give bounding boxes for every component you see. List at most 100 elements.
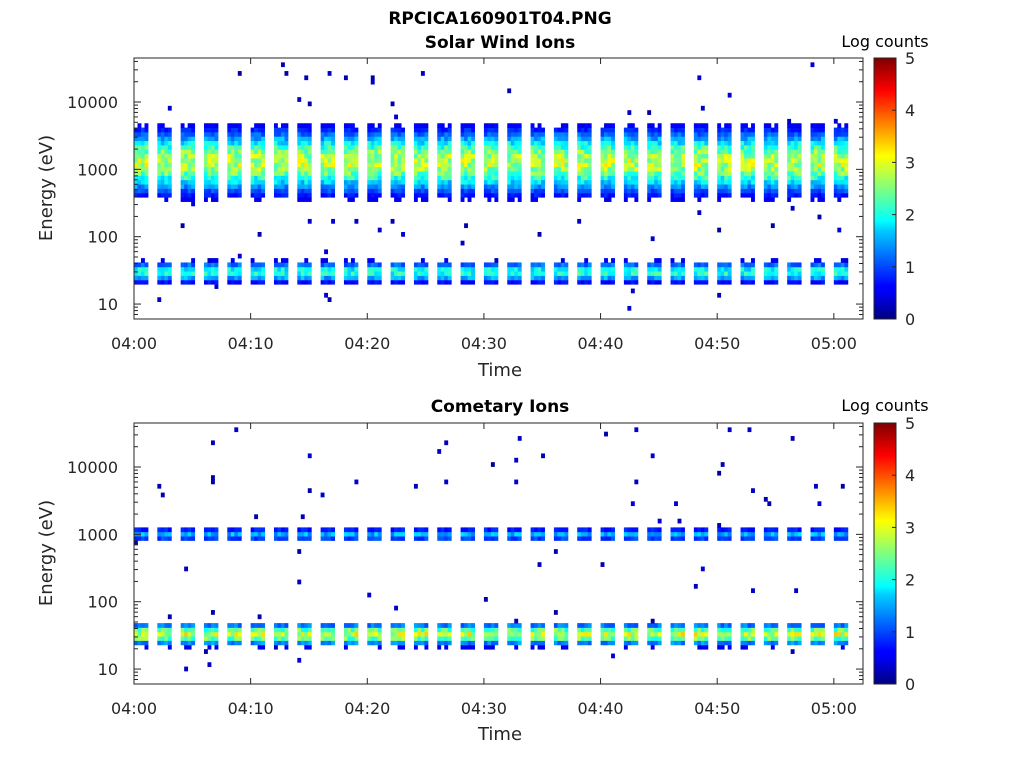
spectrogram-cell — [814, 636, 818, 641]
spectrogram-cell — [187, 636, 192, 641]
spectrogram-cell — [280, 266, 285, 272]
spectrogram-cell — [560, 262, 565, 268]
y-tick-label: 10 — [98, 660, 118, 679]
spectrogram-cell — [374, 145, 379, 150]
spectrogram-cell — [343, 123, 348, 128]
spectrogram-cell — [397, 136, 402, 142]
spectrogram-cell — [471, 158, 475, 163]
spectrogram-cell — [184, 171, 189, 176]
spectrogram-cell — [634, 427, 639, 433]
spectrogram-cell — [611, 140, 615, 146]
spectrogram-cell — [517, 179, 522, 185]
spectrogram-cell — [350, 166, 355, 172]
spectrogram-cell — [837, 279, 842, 285]
spectrogram-cell — [774, 140, 779, 146]
spectrogram-cell — [763, 262, 768, 268]
spectrogram-cell — [437, 449, 442, 454]
spectrogram-cell — [541, 644, 545, 650]
spectrogram-cell — [724, 631, 729, 637]
spectrogram-cell — [420, 262, 425, 268]
spectrogram-cell — [817, 627, 822, 633]
spectrogram-cell — [327, 275, 332, 281]
spectrogram-cell — [634, 140, 639, 146]
spectrogram-cell — [770, 536, 775, 541]
spectrogram-cell — [650, 618, 655, 624]
spectrogram-cell — [467, 279, 472, 285]
spectrogram-cell — [720, 162, 725, 168]
spectrogram-cell — [487, 149, 492, 155]
spectrogram-cell — [214, 531, 219, 537]
spectrogram-cell — [374, 179, 379, 185]
spectrogram-cell — [413, 140, 418, 146]
spectrogram-cell — [467, 136, 472, 142]
spectrogram-cell — [840, 184, 845, 189]
spectrogram-cell — [134, 127, 138, 133]
spectrogram-cell — [354, 623, 359, 628]
spectrogram-cell — [774, 136, 779, 142]
spectrogram-cell — [374, 627, 379, 633]
spectrogram-cell — [560, 631, 565, 637]
spectrogram-cell — [844, 527, 849, 533]
spectrogram-cell — [187, 136, 192, 142]
spectrogram-cell — [227, 527, 232, 533]
spectrogram-cell — [810, 636, 815, 641]
spectrogram-cell — [304, 271, 309, 276]
spectrogram-cell — [304, 631, 309, 637]
x-axis-label: Time — [477, 724, 522, 745]
spectrogram-cell — [167, 131, 172, 137]
spectrogram-cell — [277, 171, 282, 176]
spectrogram-cell — [627, 531, 632, 537]
spectrogram-cell — [254, 279, 259, 285]
spectrogram-cell — [210, 279, 215, 285]
spectrogram-cell — [214, 140, 219, 146]
spectrogram-cell — [700, 136, 705, 142]
spectrogram-cell — [420, 623, 425, 628]
spectrogram-cell — [580, 149, 585, 155]
spectrogram-cell — [837, 275, 842, 281]
spectrogram-cell — [254, 188, 259, 194]
spectrogram-cell — [724, 149, 729, 155]
spectrogram-cell — [354, 479, 359, 485]
spectrogram-cell — [257, 149, 262, 155]
spectrogram-cell — [814, 184, 818, 189]
spectrogram-cell — [607, 131, 612, 137]
spectrogram-cell — [367, 171, 372, 176]
spectrogram-cell — [494, 631, 499, 637]
spectrogram-cell — [191, 140, 196, 146]
spectrogram-cell — [191, 536, 196, 541]
spectrogram-cell — [203, 623, 208, 628]
spectrogram-cell — [677, 179, 682, 185]
spectrogram-cell — [833, 166, 838, 172]
colorbar-tick-label: 5 — [905, 49, 915, 68]
spectrogram-cell — [514, 158, 519, 163]
spectrogram-cell — [767, 188, 772, 194]
spectrogram-cell — [814, 536, 818, 541]
spectrogram-cell — [704, 131, 709, 137]
spectrogram-cell — [794, 136, 799, 142]
spectrogram-cell — [417, 166, 422, 172]
spectrogram-cell — [144, 153, 149, 159]
spectrogram-cell — [214, 271, 219, 276]
spectrogram-cell — [580, 184, 585, 189]
spectrogram-cell — [460, 266, 465, 272]
spectrogram-cell — [580, 271, 585, 276]
spectrogram-cell — [724, 171, 729, 176]
spectrogram-cell — [763, 153, 768, 159]
spectrogram-cell — [214, 275, 219, 281]
spectrogram-cell — [307, 623, 312, 628]
spectrogram-cell — [560, 184, 565, 189]
spectrogram-cell — [794, 158, 799, 163]
spectrogram-cell — [227, 149, 232, 155]
spectrogram-cell — [444, 158, 449, 163]
spectrogram-cell — [261, 640, 266, 646]
spectrogram-cell — [167, 192, 172, 198]
spectrogram-cell — [693, 527, 698, 533]
spectrogram-cell — [134, 266, 138, 272]
spectrogram-cell — [584, 162, 589, 168]
spectrogram-cell — [343, 275, 348, 281]
spectrogram-cell — [767, 262, 772, 268]
spectrogram-cell — [280, 127, 285, 133]
spectrogram-cell — [157, 162, 162, 168]
spectrogram-cell — [257, 192, 262, 198]
spectrogram-cell — [814, 136, 818, 142]
